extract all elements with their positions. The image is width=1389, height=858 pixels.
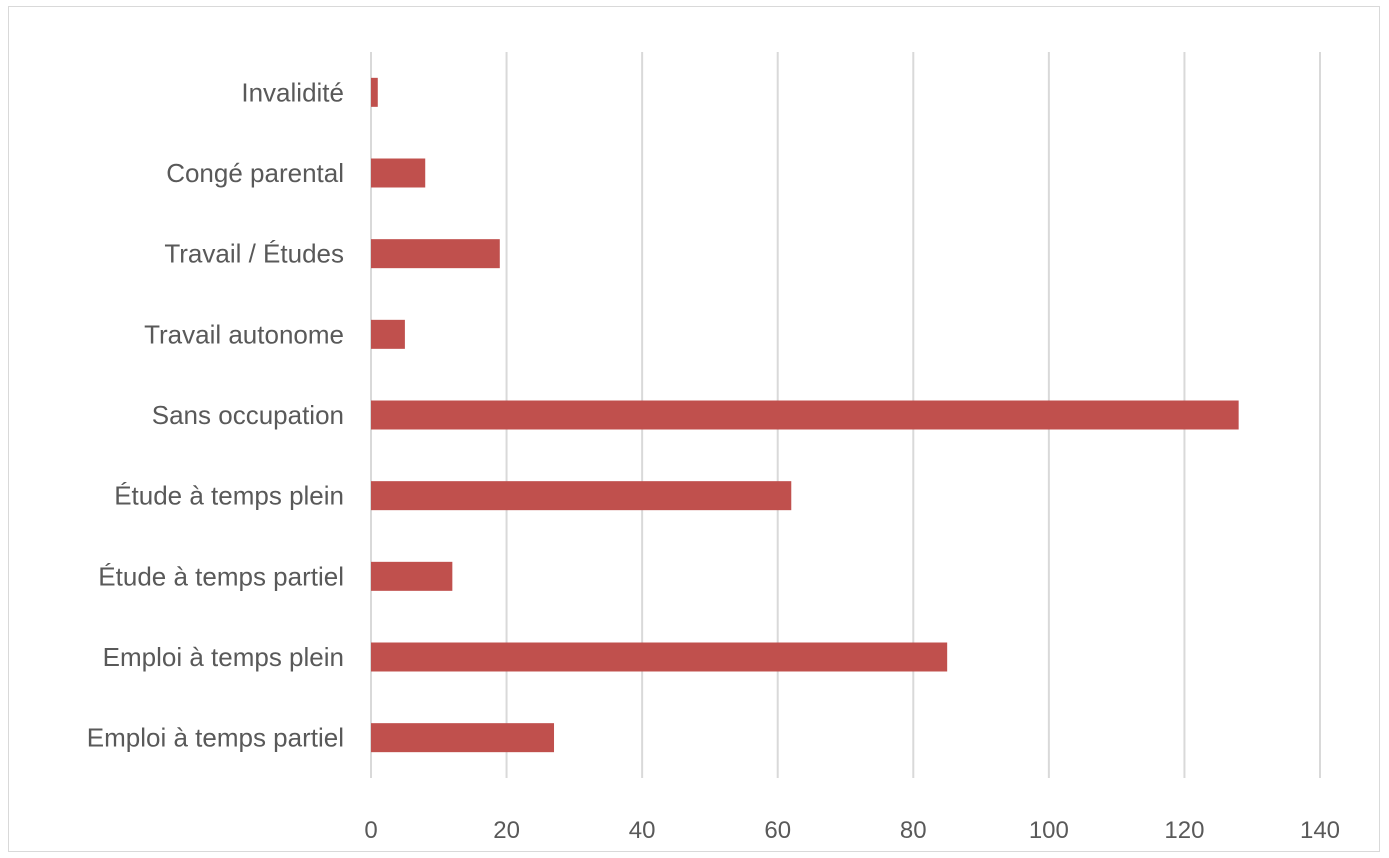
category-label: Travail / Études — [164, 239, 344, 269]
bar — [371, 77, 378, 107]
category-label: Étude à temps plein — [114, 481, 344, 511]
bar — [371, 723, 555, 753]
x-tick-label: 0 — [364, 817, 377, 844]
bars — [371, 77, 1239, 753]
category-label: Étude à temps partiel — [98, 561, 344, 591]
x-tick-label: 140 — [1300, 817, 1340, 844]
x-tick-label: 60 — [764, 817, 791, 844]
category-labels: Invalidité Congé parental Travail / Études… — [87, 77, 344, 752]
x-tick-label: 100 — [1029, 817, 1069, 844]
category-label: Emploi à temps partiel — [87, 723, 344, 753]
category-label: Sans occupation — [152, 400, 344, 430]
category-label: Invalidité — [241, 77, 344, 107]
bar — [371, 561, 453, 591]
category-label: Congé parental — [166, 158, 344, 188]
x-tick-label: 80 — [900, 817, 927, 844]
bar — [371, 481, 792, 511]
bar — [371, 239, 500, 269]
bar — [371, 158, 426, 188]
x-tick-labels: 0 20 40 60 80 100 120 140 — [364, 817, 1340, 844]
x-tick-label: 40 — [629, 817, 656, 844]
bar — [371, 319, 405, 349]
x-tick-label: 20 — [493, 817, 520, 844]
category-label: Travail autonome — [144, 319, 344, 349]
bar — [371, 642, 948, 672]
bar — [371, 400, 1239, 430]
category-label: Emploi à temps plein — [103, 642, 344, 672]
x-tick-label: 120 — [1164, 817, 1204, 844]
